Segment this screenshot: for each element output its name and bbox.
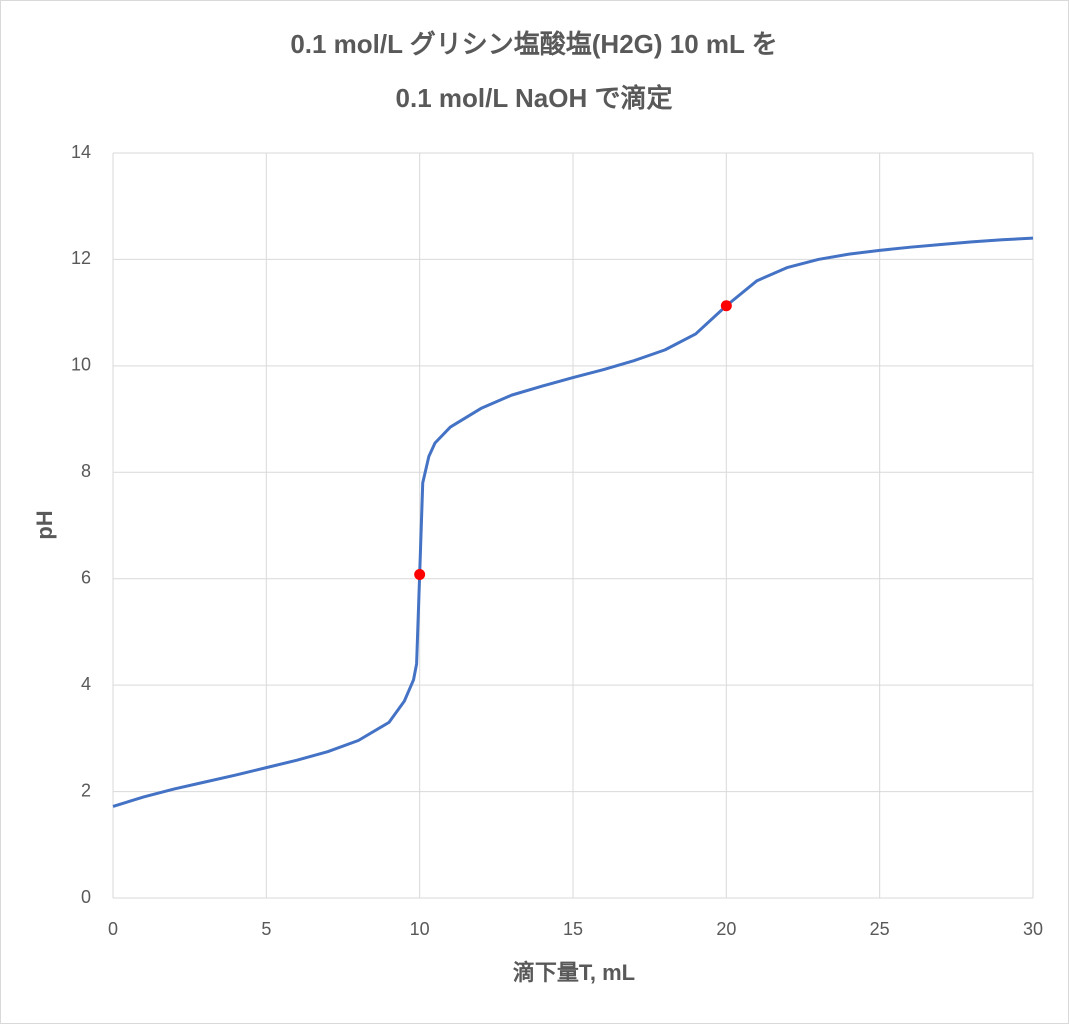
data-line: [112, 236, 1034, 808]
y-tick-label: 8: [81, 461, 91, 481]
x-tick-label: 0: [108, 919, 118, 939]
y-tick-label: 14: [71, 142, 91, 162]
y-tick-label: 6: [81, 567, 91, 587]
x-tick-label: 15: [563, 919, 583, 939]
chart-title: 0.1 mol/L グリシン塩酸塩(H2G) 10 mL を: [290, 29, 777, 59]
marker-point: [720, 300, 732, 312]
chart-title: 0.1 mol/L NaOH で滴定: [396, 83, 673, 113]
y-tick-label: 12: [71, 248, 91, 268]
x-tick-label: 25: [870, 919, 890, 939]
y-tick-label: 10: [71, 355, 91, 375]
x-tick-label: 10: [410, 919, 430, 939]
y-axis-title: pH: [32, 510, 57, 539]
y-tick-label: 2: [81, 780, 91, 800]
y-tick-label: 0: [81, 887, 91, 907]
x-axis-title: 滴下量T, mL: [513, 960, 635, 985]
marker-point: [414, 568, 426, 580]
x-tick-label: 30: [1023, 919, 1043, 939]
x-tick-label: 20: [716, 919, 736, 939]
y-tick-label: 4: [81, 674, 91, 694]
x-tick-label: 5: [261, 919, 271, 939]
